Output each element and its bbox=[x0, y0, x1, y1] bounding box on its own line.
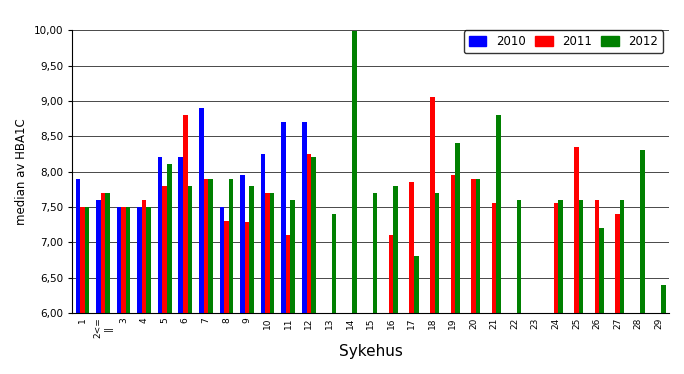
Bar bbox=[517, 200, 521, 313]
Bar bbox=[451, 175, 455, 313]
Bar bbox=[414, 256, 419, 313]
Bar bbox=[286, 235, 291, 313]
Bar bbox=[306, 154, 311, 313]
Bar bbox=[553, 203, 558, 313]
Bar bbox=[393, 186, 398, 313]
Bar bbox=[270, 193, 274, 313]
Bar bbox=[162, 186, 167, 313]
Y-axis label: median av HBA1C: median av HBA1C bbox=[15, 118, 28, 225]
Bar bbox=[620, 200, 624, 313]
Bar bbox=[101, 193, 105, 313]
Bar bbox=[616, 214, 620, 313]
Bar bbox=[117, 207, 121, 313]
Bar bbox=[661, 285, 666, 313]
Bar bbox=[187, 186, 192, 313]
Bar bbox=[594, 200, 599, 313]
Bar bbox=[228, 179, 233, 313]
Bar bbox=[224, 221, 228, 313]
Bar bbox=[85, 207, 89, 313]
Bar bbox=[146, 207, 151, 313]
Bar bbox=[492, 203, 497, 313]
Bar bbox=[558, 200, 562, 313]
Bar bbox=[167, 165, 172, 313]
Bar bbox=[497, 115, 501, 313]
Bar bbox=[199, 108, 204, 313]
Bar bbox=[373, 193, 378, 313]
Bar bbox=[245, 223, 249, 313]
Bar bbox=[574, 147, 579, 313]
Bar bbox=[430, 97, 434, 313]
Bar bbox=[410, 182, 414, 313]
Bar bbox=[76, 179, 80, 313]
Bar bbox=[291, 200, 295, 313]
Bar bbox=[240, 175, 245, 313]
Bar bbox=[105, 193, 109, 313]
Bar bbox=[265, 193, 270, 313]
Legend: 2010, 2011, 2012: 2010, 2011, 2012 bbox=[464, 30, 663, 53]
Bar bbox=[158, 157, 162, 313]
Bar bbox=[471, 179, 476, 313]
Bar bbox=[389, 235, 393, 313]
Bar bbox=[179, 157, 183, 313]
Bar bbox=[96, 200, 101, 313]
Bar bbox=[137, 207, 142, 313]
Bar bbox=[249, 186, 254, 313]
Bar bbox=[311, 157, 315, 313]
Bar bbox=[302, 122, 306, 313]
Bar bbox=[204, 179, 208, 313]
Bar bbox=[183, 115, 187, 313]
Bar bbox=[220, 207, 224, 313]
Bar bbox=[332, 214, 336, 313]
Bar bbox=[261, 154, 265, 313]
Bar bbox=[281, 122, 286, 313]
Bar bbox=[640, 150, 645, 313]
Bar bbox=[352, 31, 357, 313]
Bar bbox=[434, 193, 439, 313]
Bar bbox=[208, 179, 213, 313]
Bar bbox=[455, 143, 460, 313]
Bar bbox=[599, 228, 604, 313]
Bar bbox=[476, 179, 480, 313]
Bar bbox=[579, 200, 583, 313]
Bar bbox=[126, 207, 131, 313]
Bar bbox=[142, 200, 146, 313]
Bar bbox=[80, 207, 85, 313]
Bar bbox=[121, 207, 126, 313]
X-axis label: Sykehus: Sykehus bbox=[339, 344, 402, 359]
